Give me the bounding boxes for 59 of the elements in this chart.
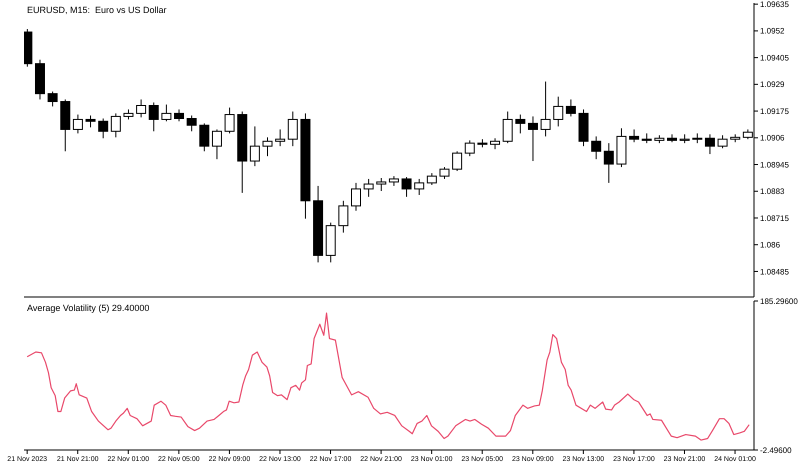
y-tick-label: 1.08485: [760, 267, 790, 276]
candlestick: [98, 118, 108, 139]
candlestick: [528, 116, 538, 162]
y-tick-label: 1.08945: [760, 160, 790, 170]
y-tick-label: 1.086: [760, 240, 781, 250]
candlestick: [148, 102, 159, 132]
candlestick: [642, 132, 652, 144]
candlestick: [86, 114, 96, 128]
y-tick-label: 1.08715: [760, 214, 790, 223]
candlestick: [364, 178, 374, 198]
y-tick-label: 185.29600: [760, 296, 798, 306]
y-tick-label: 1.0952: [760, 26, 786, 36]
candlestick: [224, 107, 235, 134]
candlestick: [540, 81, 551, 137]
y-tick-label: 1.0906: [760, 134, 786, 143]
candlestick: [250, 126, 260, 167]
candlestick: [48, 91, 58, 107]
y-tick-label: 1.09405: [760, 53, 790, 62]
y-tick-label: 1.09635: [760, 0, 790, 9]
candlestick: [604, 142, 614, 184]
candlestick: [376, 178, 386, 192]
candlestick: [704, 134, 715, 155]
candlestick: [718, 134, 728, 149]
candlestick: [629, 128, 640, 143]
candlestick: [136, 98, 146, 118]
candlestick: [212, 128, 222, 160]
candlestick: [402, 176, 412, 198]
y-tick-label: 1.0883: [760, 187, 786, 196]
candlestick: [388, 176, 399, 186]
line-series: [26, 312, 750, 441]
candlestick: [515, 114, 526, 134]
candlestick: [161, 104, 172, 122]
candlestick: [351, 182, 361, 212]
candlestick: [288, 111, 298, 147]
candlestick: [72, 114, 83, 134]
candlestick: [123, 108, 134, 120]
candlestick: [591, 136, 602, 160]
candlestick: [174, 108, 184, 122]
candlestick: [452, 150, 462, 172]
y-tick-label: -2.49600: [760, 446, 792, 455]
y-tick-label: 1.09175: [760, 106, 790, 116]
y-tick-label: 1.0929: [760, 80, 786, 90]
candlestick: [490, 138, 500, 150]
candlestick: [338, 200, 348, 234]
candlestick: [566, 98, 576, 117]
candlestick: [262, 136, 273, 157]
candlestick: [426, 172, 437, 186]
chart-title: Average Volatility (5) 29.40000: [27, 303, 150, 313]
candlestick: [464, 140, 475, 157]
candlestick: [692, 132, 702, 144]
candlestick: [186, 114, 197, 132]
candlestick: [502, 111, 513, 144]
candlestick: [439, 166, 450, 180]
candlestick: [275, 128, 286, 147]
chart-title: EURUSD, M15: Euro vs US Dollar: [27, 5, 167, 15]
candlestick: [414, 178, 424, 196]
candlestick: [553, 96, 564, 127]
candlestick: [199, 122, 210, 152]
candlestick: [110, 112, 121, 138]
